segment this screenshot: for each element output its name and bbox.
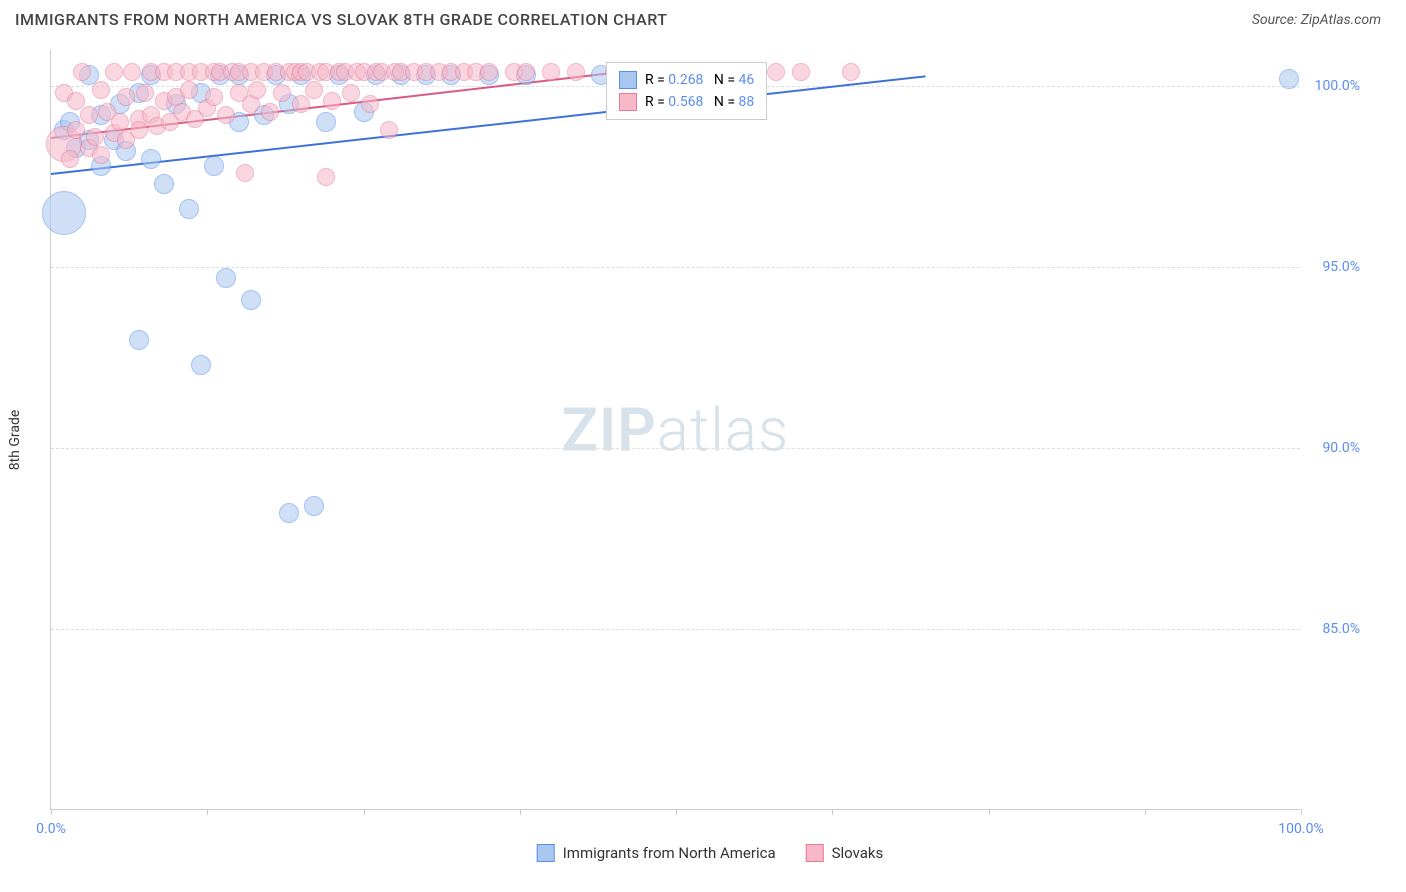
x-tick xyxy=(207,809,208,815)
gridline-h xyxy=(51,448,1300,449)
watermark: ZIPatlas xyxy=(562,394,790,465)
scatter-point xyxy=(191,355,211,375)
scatter-point xyxy=(542,63,560,81)
scatter-point xyxy=(292,95,310,113)
scatter-point xyxy=(61,150,79,168)
x-tick xyxy=(1301,809,1302,815)
gridline-h xyxy=(51,267,1300,268)
scatter-point xyxy=(111,113,129,131)
scatter-point xyxy=(117,88,135,106)
bottom-legend-item: Slovaks xyxy=(806,844,884,862)
scatter-point xyxy=(205,88,223,106)
scatter-point xyxy=(261,103,279,121)
scatter-point xyxy=(273,84,291,102)
stats-text: R = 0.568 N = 88 xyxy=(645,94,754,110)
x-tick xyxy=(676,809,677,815)
legend-label: Slovaks xyxy=(832,844,884,862)
chart-title: IMMIGRANTS FROM NORTH AMERICA VS SLOVAK … xyxy=(15,10,668,29)
scatter-point xyxy=(517,63,535,81)
scatter-point xyxy=(305,81,323,99)
source-label: Source: ZipAtlas.com xyxy=(1252,12,1381,28)
legend-swatch xyxy=(619,71,637,89)
scatter-point xyxy=(92,81,110,99)
scatter-point xyxy=(241,290,261,310)
scatter-point xyxy=(73,63,91,81)
scatter-point xyxy=(141,149,161,169)
scatter-point xyxy=(567,63,585,81)
scatter-point xyxy=(92,146,110,164)
legend-swatch xyxy=(806,844,824,862)
scatter-point xyxy=(842,63,860,81)
bottom-legend-item: Immigrants from North America xyxy=(537,844,776,862)
scatter-point xyxy=(380,121,398,139)
scatter-point xyxy=(67,121,85,139)
plot-area: ZIPatlas 85.0%90.0%95.0%100.0%0.0%100.0%… xyxy=(50,50,1300,810)
scatter-point xyxy=(129,330,149,350)
scatter-point xyxy=(323,92,341,110)
stats-legend-row: R = 0.268 N = 46 xyxy=(619,69,754,91)
x-tick xyxy=(989,809,990,815)
y-tick-label: 85.0% xyxy=(1305,621,1360,637)
scatter-point xyxy=(216,268,236,288)
watermark-light: atlas xyxy=(657,394,790,465)
scatter-point xyxy=(179,199,199,219)
x-tick xyxy=(520,809,521,815)
x-tick-label: 100.0% xyxy=(1278,821,1323,837)
y-axis-label: 8th Grade xyxy=(7,410,23,471)
scatter-point xyxy=(361,95,379,113)
scatter-point xyxy=(204,156,224,176)
scatter-point xyxy=(767,63,785,81)
stats-legend: R = 0.268 N = 46 R = 0.568 N = 88 xyxy=(606,62,767,120)
scatter-point xyxy=(317,168,335,186)
x-tick xyxy=(1145,809,1146,815)
x-tick-label: 0.0% xyxy=(36,821,66,837)
scatter-point xyxy=(130,121,148,139)
x-tick xyxy=(832,809,833,815)
scatter-point xyxy=(42,191,86,235)
scatter-point xyxy=(180,81,198,99)
scatter-point xyxy=(154,174,174,194)
gridline-h xyxy=(51,629,1300,630)
scatter-point xyxy=(316,112,336,132)
legend-swatch xyxy=(537,844,555,862)
scatter-point xyxy=(304,496,324,516)
scatter-point xyxy=(80,106,98,124)
legend-label: Immigrants from North America xyxy=(563,844,776,862)
watermark-bold: ZIP xyxy=(562,394,657,465)
scatter-point xyxy=(105,63,123,81)
y-tick-label: 100.0% xyxy=(1305,78,1360,94)
scatter-point xyxy=(217,106,235,124)
y-tick-label: 90.0% xyxy=(1305,440,1360,456)
scatter-point xyxy=(1279,69,1299,89)
stats-legend-row: R = 0.568 N = 88 xyxy=(619,91,754,113)
scatter-point xyxy=(136,84,154,102)
chart-container: 8th Grade ZIPatlas 85.0%90.0%95.0%100.0%… xyxy=(50,50,1370,830)
scatter-point xyxy=(123,63,141,81)
legend-swatch xyxy=(619,93,637,111)
scatter-point xyxy=(279,503,299,523)
scatter-point xyxy=(248,81,266,99)
scatter-point xyxy=(792,63,810,81)
scatter-point xyxy=(342,84,360,102)
stats-text: R = 0.268 N = 46 xyxy=(645,72,754,88)
scatter-point xyxy=(480,63,498,81)
scatter-point xyxy=(86,128,104,146)
bottom-legend: Immigrants from North America Slovaks xyxy=(537,844,884,862)
y-tick-label: 95.0% xyxy=(1305,259,1360,275)
x-tick xyxy=(51,809,52,815)
scatter-point xyxy=(236,164,254,182)
x-tick xyxy=(364,809,365,815)
